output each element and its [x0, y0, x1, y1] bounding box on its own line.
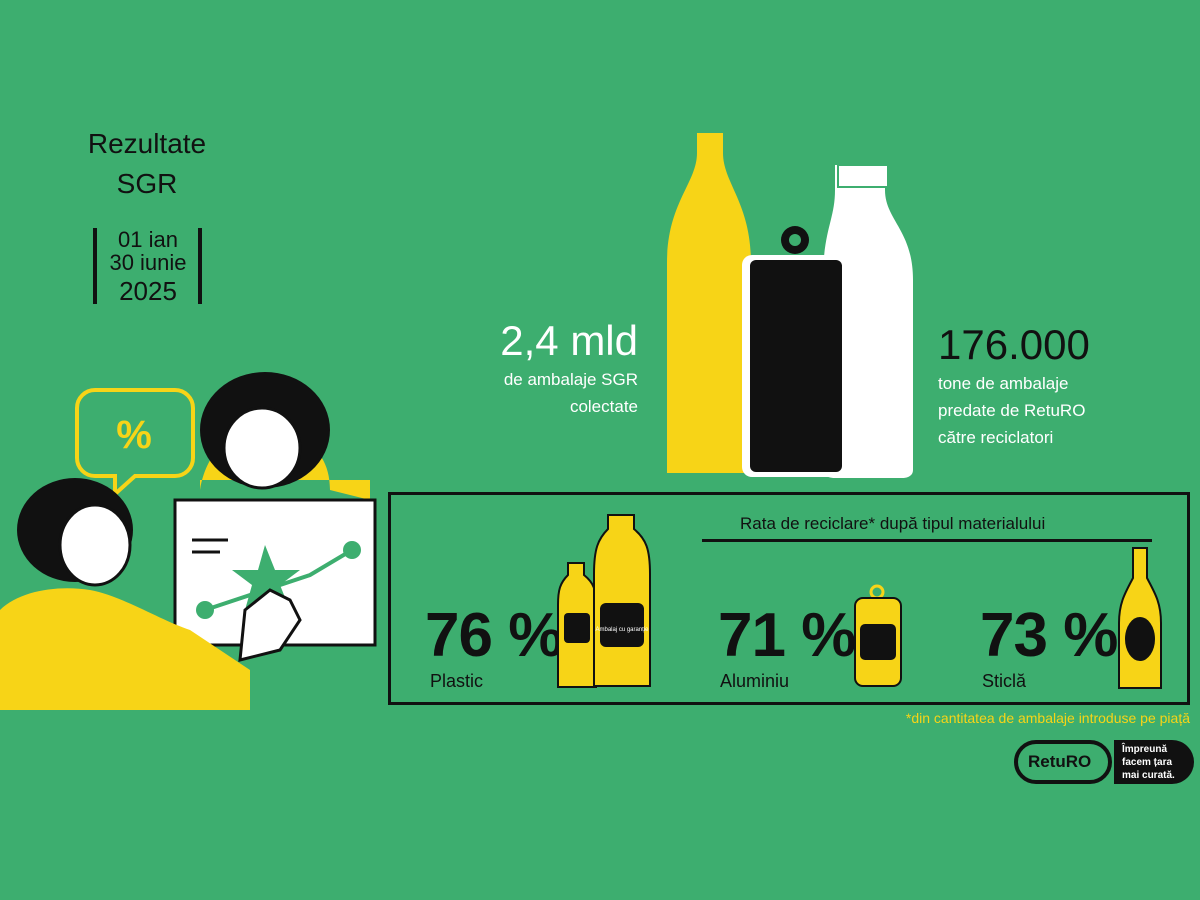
period-end: 30 iunie: [109, 250, 187, 275]
glass-bottle-icon: [667, 133, 751, 473]
percent-symbol: %: [116, 413, 152, 457]
percent-sign: %: [801, 601, 856, 670]
percent-sign: %: [508, 601, 563, 670]
period-year: 2025: [119, 276, 177, 306]
svg-text:Ambalaj cu garanție: Ambalaj cu garanție: [595, 627, 649, 633]
divider: [198, 228, 202, 304]
period-start: 01 ian: [118, 227, 178, 252]
logo-tagline: Împreună facem țara mai curată.: [1114, 740, 1194, 784]
speech-bubble-icon: [75, 388, 195, 499]
percent-sign: %: [1063, 601, 1118, 670]
glass-bottle-icon: [1118, 547, 1162, 689]
collected-line2: colectate: [569, 397, 638, 416]
people-illustration: %: [0, 372, 377, 710]
logo-brand: RetuRO: [1028, 752, 1092, 771]
plastic-percent: 76: [425, 601, 493, 670]
can-icon: [742, 226, 850, 477]
aluminium-percent: 71: [718, 601, 786, 670]
tonnes-line3: către reciclatori: [938, 428, 1054, 447]
footnote: *din cantitatea de ambalaje introduse pe…: [905, 710, 1190, 726]
tonnes-line1: tone de ambalaje: [938, 374, 1069, 393]
recycling-heading: Rata de reciclare* după tipul materialul…: [740, 514, 1046, 533]
collected-line1: de ambalaje SGR: [503, 370, 638, 389]
glass-percent: 73: [980, 601, 1048, 670]
tonnes-line2: predate de RetuRO: [938, 401, 1086, 420]
plastic-bottles-icon: Ambalaj cu garanție: [557, 514, 651, 688]
divider: [93, 228, 97, 304]
glass-label: Sticlă: [982, 671, 1027, 691]
plastic-label: Plastic: [430, 671, 484, 691]
can-icon: [854, 584, 902, 687]
heading-underline: [702, 539, 1152, 542]
tonnes-value: 176.000: [938, 321, 1090, 368]
returo-logo: RetuRO Împreună facem țara mai curată.: [1014, 738, 1194, 786]
collected-value: 2,4 mld: [500, 317, 638, 364]
containers-illustration: [667, 133, 913, 478]
title-line1: Rezultate: [87, 128, 207, 159]
recycling-rates-panel: [388, 492, 1190, 705]
aluminium-label: Aluminiu: [720, 671, 790, 691]
title-line2: SGR: [116, 168, 178, 199]
